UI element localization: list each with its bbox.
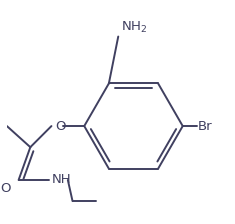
Text: NH: NH <box>51 174 71 187</box>
Text: O: O <box>55 120 66 133</box>
Text: O: O <box>0 182 11 195</box>
Text: Br: Br <box>198 120 213 133</box>
Text: NH$_2$: NH$_2$ <box>121 20 147 35</box>
